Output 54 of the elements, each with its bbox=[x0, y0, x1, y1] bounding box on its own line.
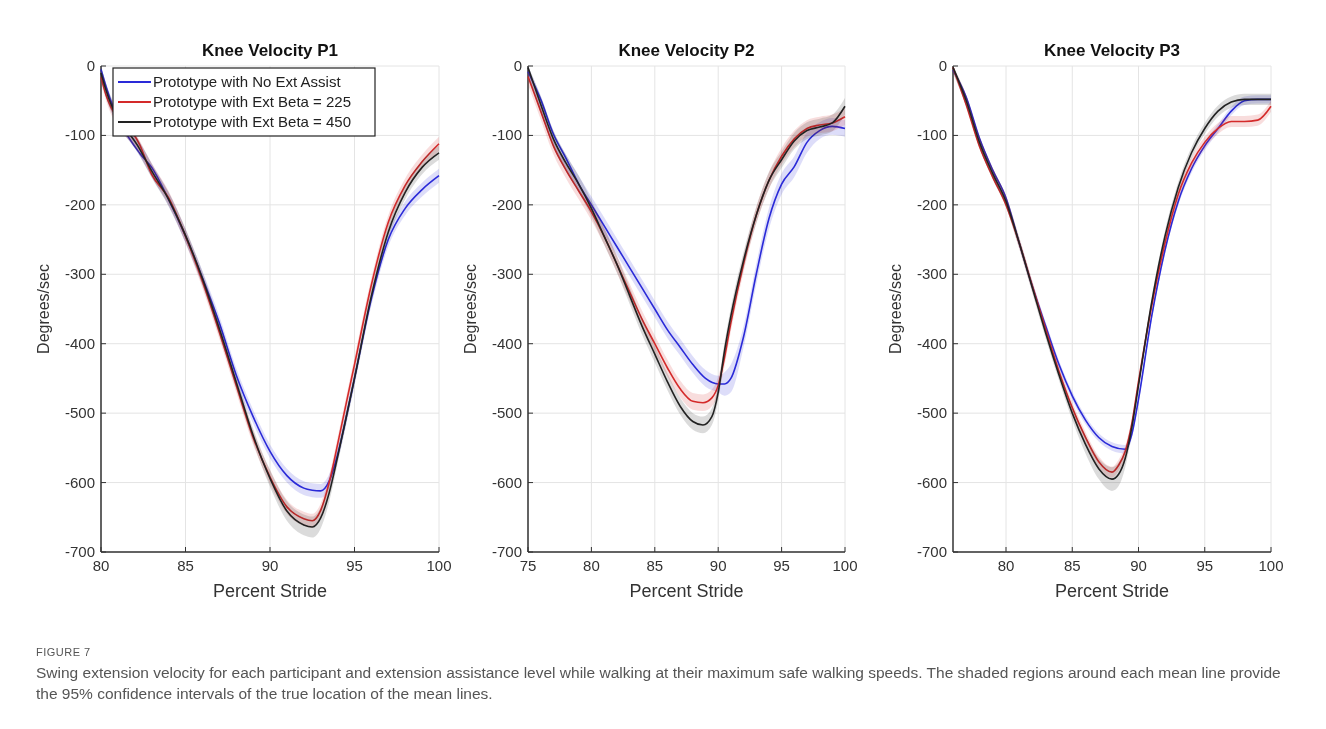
x-tick-label: 85 bbox=[646, 557, 664, 574]
chart-title: Knee Velocity P2 bbox=[618, 41, 755, 60]
x-tick-label: 100 bbox=[1258, 557, 1284, 574]
y-axis-title: Degrees/sec bbox=[462, 264, 479, 354]
y-axis-title: Degrees/sec bbox=[35, 264, 52, 354]
x-tick-label: 80 bbox=[583, 557, 600, 574]
y-tick-label: -500 bbox=[916, 404, 947, 422]
y-tick-label: -200 bbox=[491, 195, 522, 213]
y-tick-label: -700 bbox=[491, 543, 522, 560]
y-tick-label: -600 bbox=[491, 473, 522, 491]
y-tick-label: -100 bbox=[491, 126, 522, 144]
y-tick-label: -600 bbox=[916, 473, 947, 491]
legend-label: Prototype with No Ext Assist bbox=[153, 73, 342, 90]
y-tick-label: -500 bbox=[64, 404, 95, 422]
caption: FIGURE 7 bbox=[36, 646, 92, 658]
x-axis-title: Percent Stride bbox=[629, 581, 744, 601]
x-tick-label: 80 bbox=[92, 557, 110, 574]
x-tick-label: 90 bbox=[261, 557, 279, 574]
y-tick-label: -200 bbox=[64, 195, 95, 213]
y-tick-label: -500 bbox=[491, 404, 522, 422]
x-tick-label: 95 bbox=[1196, 557, 1214, 574]
y-tick-label: -300 bbox=[916, 265, 947, 283]
x-axis-title: Percent Stride bbox=[1054, 581, 1170, 601]
x-axis-title: Percent Stride bbox=[212, 581, 328, 601]
y-tick-label: -300 bbox=[64, 265, 95, 283]
y-tick-label: -400 bbox=[491, 334, 522, 352]
x-tick-label: 90 bbox=[1130, 557, 1147, 574]
y-tick-label: -300 bbox=[491, 265, 522, 283]
legend-label: Prototype with Ext Beta = 225 bbox=[153, 93, 352, 110]
y-tick-label: -700 bbox=[916, 543, 947, 560]
x-tick-label: 100 bbox=[832, 557, 858, 574]
y-tick-label: -100 bbox=[64, 126, 95, 144]
x-tick-label: 80 bbox=[997, 557, 1015, 574]
y-tick-label: 0 bbox=[513, 57, 522, 74]
y-tick-label: -200 bbox=[916, 195, 947, 213]
chart-title: Knee Velocity P1 bbox=[201, 41, 339, 60]
x-tick-label: 85 bbox=[177, 557, 194, 574]
x-tick-label: 95 bbox=[346, 557, 363, 574]
y-tick-label: 0 bbox=[86, 57, 95, 74]
x-tick-label: 95 bbox=[773, 557, 790, 574]
y-tick-label: -400 bbox=[64, 334, 95, 352]
legend-label: Prototype with Ext Beta = 450 bbox=[153, 113, 352, 130]
text: Swing extension velocity for each participant and extension assistance level while walking at their maximum safe walking speeds. The shaded regions around each mean line provide the 95% confidence intervals of the true location of the mean lines. bbox=[36, 663, 1282, 704]
y-tick-label: 0 bbox=[938, 57, 947, 74]
x-tick-label: 75 bbox=[519, 557, 537, 574]
y-tick-label: -700 bbox=[64, 543, 95, 560]
x-tick-label: 85 bbox=[1063, 557, 1081, 574]
y-axis-title: Degrees/sec bbox=[887, 264, 904, 354]
y-tick-label: -600 bbox=[64, 473, 95, 491]
chart-title: Knee Velocity P3 bbox=[1043, 41, 1181, 60]
x-tick-label: 90 bbox=[709, 557, 727, 574]
y-tick-label: -400 bbox=[916, 334, 947, 352]
x-tick-label: 100 bbox=[426, 557, 452, 574]
y-tick-label: -100 bbox=[916, 126, 947, 144]
